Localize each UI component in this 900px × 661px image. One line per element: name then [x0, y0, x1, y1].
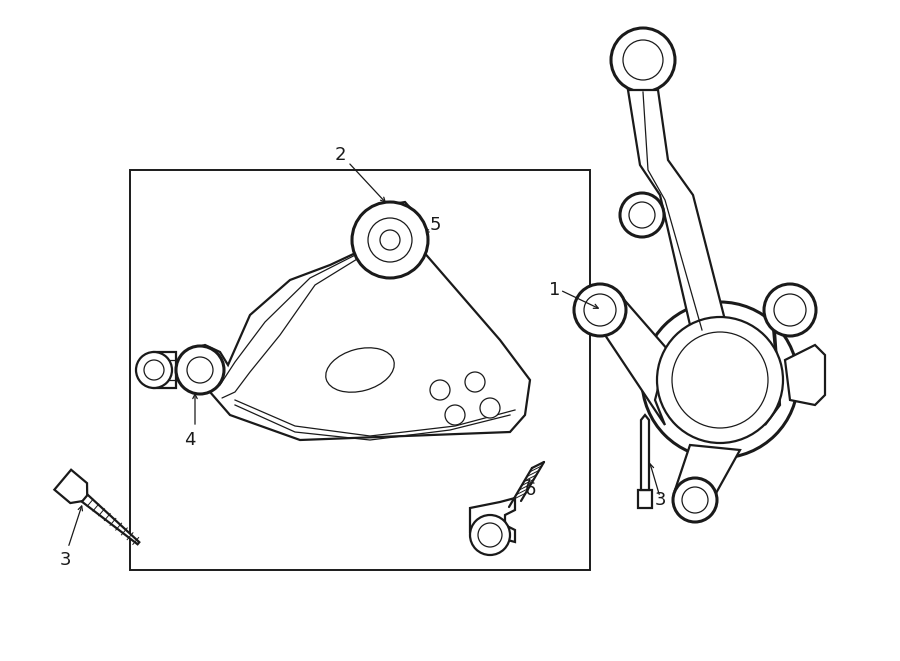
Circle shape	[380, 230, 400, 250]
Circle shape	[176, 346, 224, 394]
Polygon shape	[580, 290, 668, 425]
Circle shape	[574, 284, 626, 336]
Circle shape	[352, 202, 428, 278]
Circle shape	[629, 202, 655, 228]
Circle shape	[136, 352, 172, 388]
Circle shape	[445, 405, 465, 425]
Circle shape	[611, 28, 675, 92]
Circle shape	[470, 515, 510, 555]
Polygon shape	[154, 352, 176, 388]
Text: 1: 1	[549, 281, 561, 299]
Circle shape	[672, 332, 768, 428]
Polygon shape	[82, 495, 140, 544]
Circle shape	[144, 360, 164, 380]
Polygon shape	[675, 445, 740, 495]
Text: 4: 4	[184, 431, 196, 449]
Text: 5: 5	[429, 216, 441, 234]
Circle shape	[478, 523, 502, 547]
Bar	[130, 170, 590, 570]
Circle shape	[584, 294, 616, 326]
Ellipse shape	[326, 348, 394, 392]
Polygon shape	[765, 295, 805, 425]
Polygon shape	[641, 415, 649, 490]
Polygon shape	[54, 470, 87, 503]
Text: 6: 6	[525, 481, 535, 499]
Circle shape	[764, 284, 816, 336]
Circle shape	[368, 218, 412, 262]
Text: 2: 2	[334, 146, 346, 164]
Circle shape	[623, 40, 663, 80]
Circle shape	[774, 294, 806, 326]
Circle shape	[657, 317, 783, 443]
Circle shape	[682, 487, 708, 513]
Polygon shape	[785, 345, 825, 405]
Text: 3: 3	[59, 551, 71, 569]
Circle shape	[673, 478, 717, 522]
Circle shape	[642, 302, 798, 458]
Circle shape	[480, 398, 500, 418]
Polygon shape	[638, 490, 652, 508]
Circle shape	[187, 357, 213, 383]
Text: 3: 3	[654, 491, 666, 509]
Circle shape	[430, 380, 450, 400]
Polygon shape	[470, 498, 515, 542]
Polygon shape	[628, 90, 725, 325]
Circle shape	[465, 372, 485, 392]
Circle shape	[620, 193, 664, 237]
Polygon shape	[182, 202, 530, 440]
